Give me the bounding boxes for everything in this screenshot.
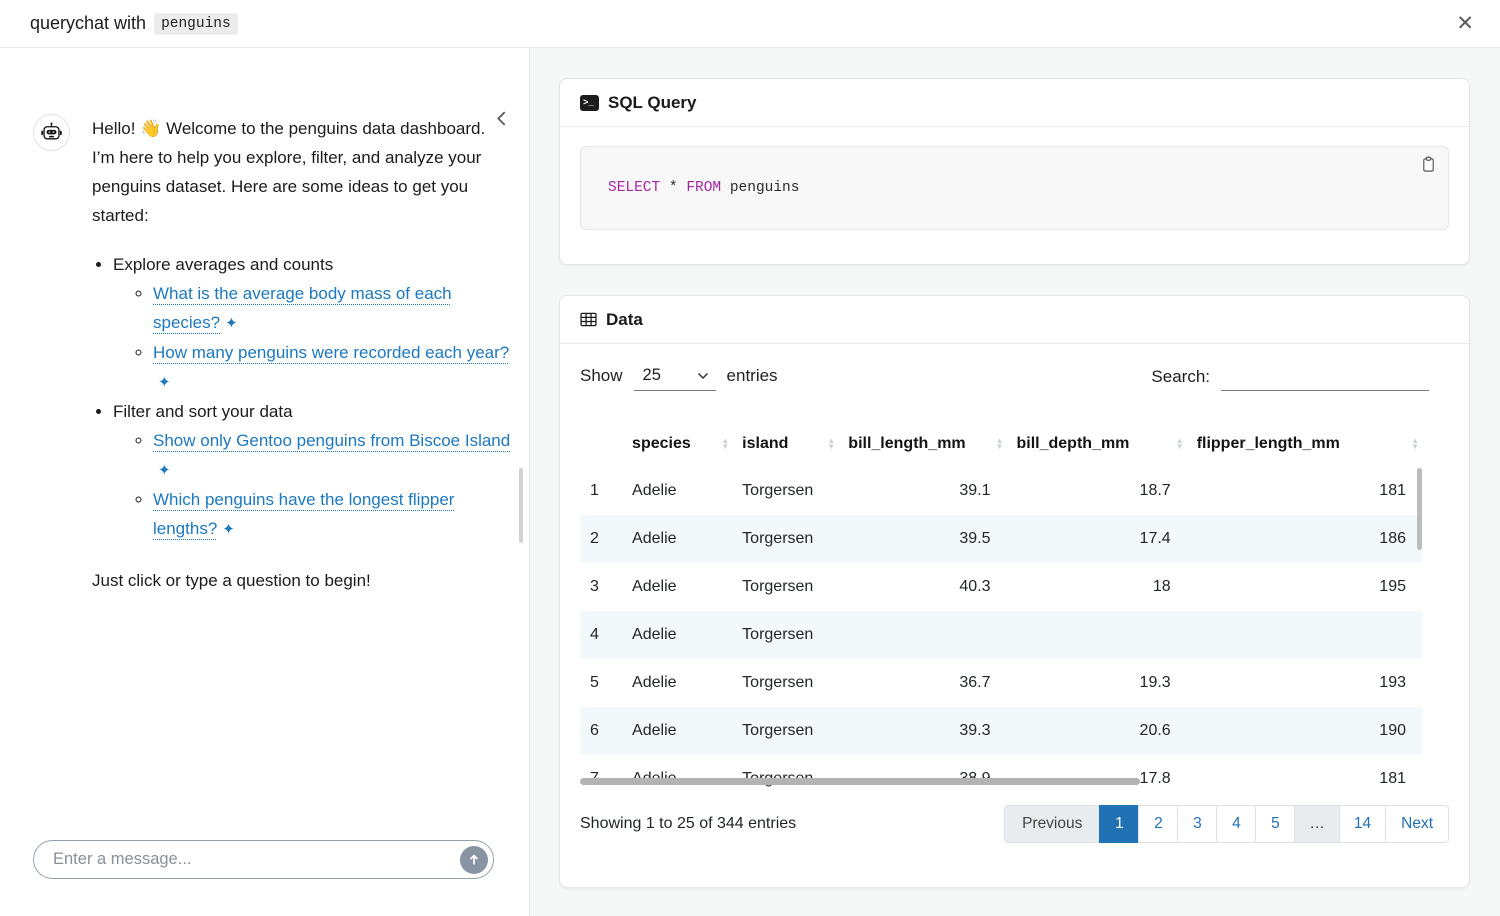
pagination-previous-button[interactable]: Previous — [1004, 805, 1101, 843]
robot-avatar-icon — [33, 114, 70, 151]
entries-label: entries — [726, 366, 778, 385]
column-header-flipper-length[interactable]: flipper_length_mm ▲ ▼ — [1196, 434, 1419, 452]
data-card: Data Show 25 entrie — [559, 295, 1470, 888]
dataset-name-chip: penguins — [154, 12, 238, 35]
pagination-ellipsis: … — [1294, 805, 1340, 843]
sparkle-icon: ✦ — [158, 374, 171, 391]
pagination: Previous 1 2 3 4 5 … 14 Next — [1004, 805, 1449, 843]
sparkle-icon: ✦ — [158, 462, 171, 479]
pagination-next-button[interactable]: Next — [1385, 805, 1449, 843]
sql-query-card-header: >_ SQL Query — [560, 79, 1469, 127]
bullet-title: Explore averages and counts — [113, 255, 334, 274]
pagination-page-14[interactable]: 14 — [1338, 805, 1387, 843]
chat-sidebar: Hello! 👋 Welcome to the penguins data da… — [0, 48, 530, 916]
closing-text: Just click or type a question to begin! — [92, 571, 371, 590]
list-item: How many penguins were recorded each yea… — [153, 338, 511, 397]
chat-input-container — [33, 840, 494, 879]
sort-icon: ▲ ▼ — [995, 435, 1004, 451]
sparkle-icon: ✦ — [225, 315, 238, 332]
suggestion-text: Show only Gentoo penguins from Biscoe Is… — [153, 431, 511, 450]
search-input[interactable] — [1221, 363, 1429, 391]
pagination-page-5[interactable]: 5 — [1255, 805, 1296, 843]
row-number-header — [580, 420, 622, 467]
suggestion-text: Which penguins have the longest flipper … — [153, 490, 455, 538]
pagination-page-4[interactable]: 4 — [1216, 805, 1257, 843]
page-length-control: Show 25 entries — [580, 361, 778, 391]
sort-icon: ▲ ▼ — [827, 435, 836, 451]
horizontal-scrollbar[interactable] — [580, 778, 1140, 785]
dashboard-main: >_ SQL Query SELECT * FROM penguins — [530, 48, 1500, 916]
bullet-title: Filter and sort your data — [113, 402, 293, 421]
list-item: Show only Gentoo penguins from Biscoe Is… — [153, 426, 511, 485]
column-header-bill-depth[interactable]: bill_depth_mm ▲ ▼ — [1016, 434, 1184, 452]
copy-sql-icon[interactable] — [1421, 156, 1436, 176]
table-row[interactable]: 6 Adelie Torgersen 39.3 20.6 190 — [580, 707, 1422, 755]
table-search-control: Search: — [1151, 363, 1429, 391]
sql-code: SELECT * FROM penguins — [608, 180, 800, 196]
show-label: Show — [580, 366, 623, 385]
pagination-page-3[interactable]: 3 — [1177, 805, 1218, 843]
table-icon — [580, 312, 597, 327]
search-label: Search: — [1151, 367, 1210, 386]
chat-message-input[interactable] — [34, 850, 493, 869]
table-row[interactable]: 1 Adelie Torgersen 39.1 18.7 181 — [590, 482, 1406, 499]
sql-query-card-title: SQL Query — [608, 92, 697, 112]
assistant-message: Hello! 👋 Welcome to the penguins data da… — [33, 114, 511, 595]
data-card-header: Data — [560, 296, 1469, 344]
bullet-filter: Filter and sort your data Show only Gent… — [113, 397, 511, 544]
pagination-page-2[interactable]: 2 — [1138, 805, 1179, 843]
column-header-species[interactable]: species ▲ ▼ — [632, 434, 730, 452]
arrow-up-icon — [469, 854, 479, 865]
greeting-text: Hello! 👋 Welcome to the penguins data da… — [92, 119, 486, 225]
window-titlebar: querychat with penguins ✕ — [0, 0, 1500, 48]
sidebar-scrollbar[interactable] — [519, 468, 523, 543]
table-header-row: species ▲ ▼ island ▲ ▼ bill_length_mm — [580, 420, 1422, 467]
pagination-page-1[interactable]: 1 — [1099, 805, 1140, 843]
suggestion-link-avg-body-mass[interactable]: What is the average body mass of each sp… — [153, 284, 452, 332]
list-item: What is the average body mass of each sp… — [153, 279, 511, 338]
table-row[interactable]: 4 Adelie Torgersen — [580, 611, 1422, 659]
sparkle-icon: ✦ — [222, 521, 235, 538]
list-item: Which penguins have the longest flipper … — [153, 485, 511, 544]
sql-code-block: SELECT * FROM penguins — [580, 146, 1449, 230]
page-title-text: querychat with — [30, 13, 147, 33]
close-icon[interactable]: ✕ — [1452, 9, 1478, 38]
assistant-message-body: Hello! 👋 Welcome to the penguins data da… — [92, 114, 511, 595]
sidebar-collapse-icon[interactable] — [492, 108, 511, 132]
suggestion-link-gentoo-biscoe[interactable]: Show only Gentoo penguins from Biscoe Is… — [153, 431, 510, 479]
page-length-value: 25 — [642, 366, 661, 384]
chat-message-list: Hello! 👋 Welcome to the penguins data da… — [0, 48, 529, 595]
vertical-scrollbar[interactable] — [1417, 468, 1422, 550]
bullet-explore: Explore averages and counts What is the … — [113, 250, 511, 397]
chevron-down-icon — [697, 372, 708, 379]
terminal-icon: >_ — [580, 94, 599, 111]
sort-icon: ▲ ▼ — [1175, 435, 1184, 451]
page-title: querychat with penguins — [30, 12, 238, 35]
table-row[interactable]: 5 Adelie Torgersen 36.7 19.3 193 — [590, 674, 1406, 691]
sql-query-card: >_ SQL Query SELECT * FROM penguins — [559, 78, 1470, 265]
suggestion-text: What is the average body mass of each sp… — [153, 284, 452, 332]
send-message-button[interactable] — [460, 846, 488, 874]
page-length-select[interactable]: 25 — [633, 361, 716, 391]
column-header-bill-length[interactable]: bill_length_mm ▲ ▼ — [848, 434, 1004, 452]
suggestion-link-longest-flippers[interactable]: Which penguins have the longest flipper … — [153, 490, 454, 538]
table-row[interactable]: 2 Adelie Torgersen 39.5 17.4 186 — [580, 515, 1422, 563]
penguins-table: species ▲ ▼ island ▲ ▼ bill_length_mm — [580, 420, 1422, 787]
table-row[interactable]: 3 Adelie Torgersen 40.3 18 195 — [590, 578, 1406, 595]
column-header-island[interactable]: island ▲ ▼ — [742, 434, 836, 452]
data-card-title: Data — [606, 309, 643, 329]
sort-icon: ▲ ▼ — [1411, 435, 1419, 451]
sort-icon: ▲ ▼ — [721, 435, 730, 451]
suggestion-link-penguins-per-year[interactable]: How many penguins were recorded each yea… — [153, 343, 509, 391]
data-table-scroll-region: species ▲ ▼ island ▲ ▼ bill_length_mm — [580, 420, 1422, 787]
suggestion-text: How many penguins were recorded each yea… — [153, 343, 510, 362]
clipboard-icon — [1423, 156, 1434, 172]
table-info-text: Showing 1 to 25 of 344 entries — [580, 815, 797, 832]
